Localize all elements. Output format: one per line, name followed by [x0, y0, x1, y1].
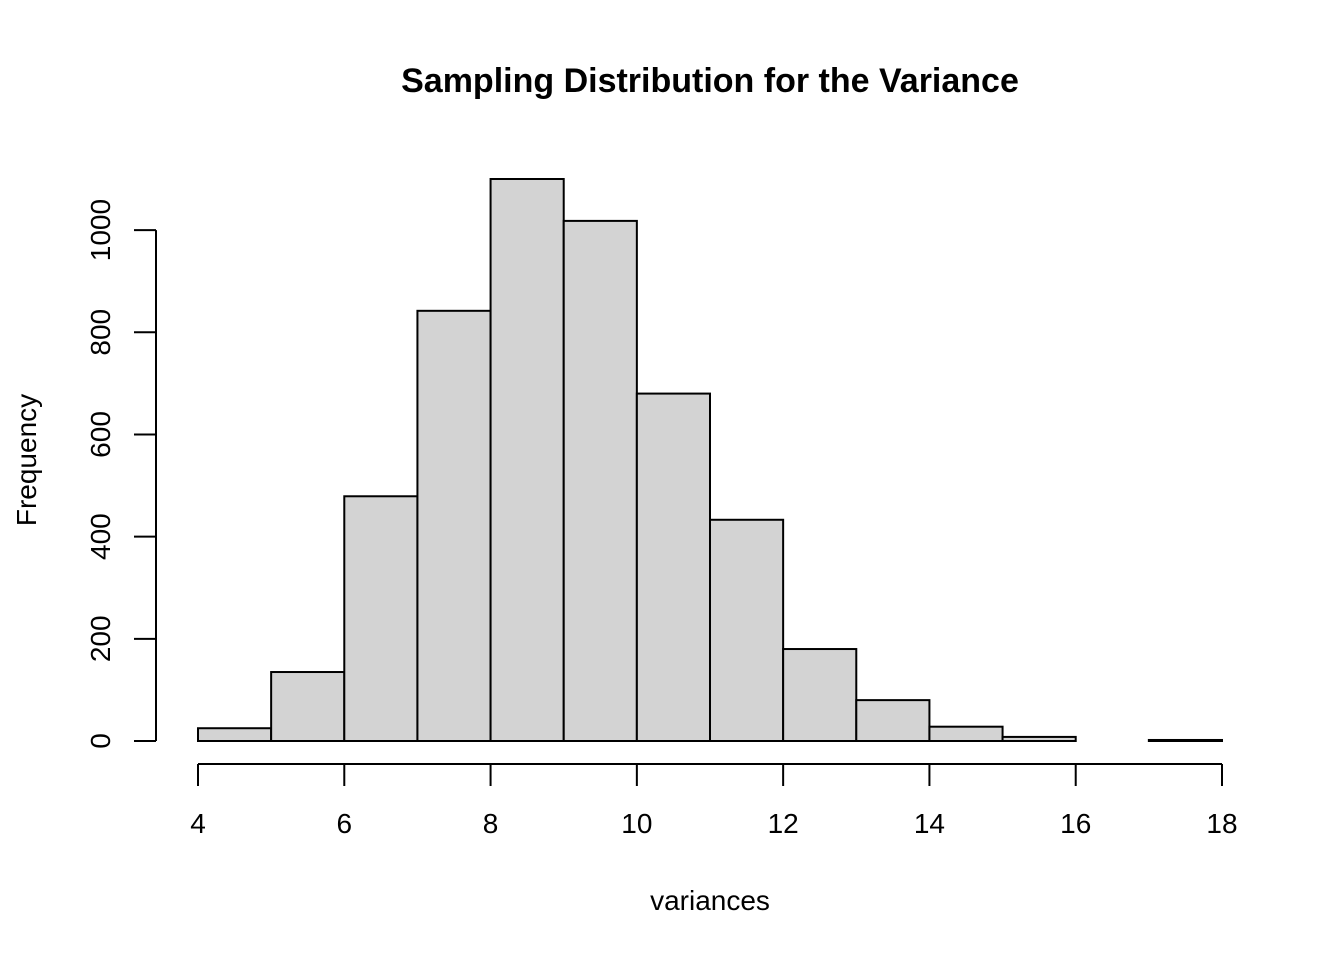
histogram-bar: [562, 219, 638, 743]
y-axis-label: Frequency: [11, 394, 42, 526]
x-tick-label: 4: [190, 808, 206, 839]
x-tick-label: 18: [1206, 808, 1237, 839]
y-tick-label: 200: [85, 615, 116, 662]
x-tick-label: 6: [336, 808, 352, 839]
histogram-bar: [855, 699, 931, 742]
histogram-bar: [489, 178, 565, 742]
histogram-bar: [782, 648, 858, 743]
chart-title: Sampling Distribution for the Variance: [401, 62, 1019, 100]
bars-group: [197, 178, 1224, 743]
y-tick-label: 1000: [85, 199, 116, 261]
y-tick-label: 400: [85, 513, 116, 560]
y-tick-label: 0: [85, 733, 116, 749]
x-axis: 4 6 8 10 12 14 16 18: [190, 763, 1238, 839]
histogram-bar: [928, 725, 1004, 742]
histogram-bar: [1147, 738, 1224, 743]
histogram-bar: [343, 495, 419, 742]
y-tick-label: 600: [85, 411, 116, 458]
x-tick-label: 8: [483, 808, 499, 839]
x-tick-label: 16: [1060, 808, 1091, 839]
histogram-bar: [1001, 735, 1077, 742]
histogram-bar: [270, 671, 346, 743]
x-axis-label: variances: [650, 885, 770, 916]
x-tick-label: 10: [621, 808, 652, 839]
x-tick-label: 12: [768, 808, 799, 839]
y-axis: 0 200 400 600 800 1000: [85, 199, 157, 749]
histogram-bar: [635, 392, 711, 742]
x-tick-label: 14: [914, 808, 945, 839]
y-tick-label: 800: [85, 309, 116, 356]
histogram-bar: [709, 518, 785, 742]
histogram-bar: [197, 727, 273, 743]
histogram-bar: [416, 309, 492, 742]
